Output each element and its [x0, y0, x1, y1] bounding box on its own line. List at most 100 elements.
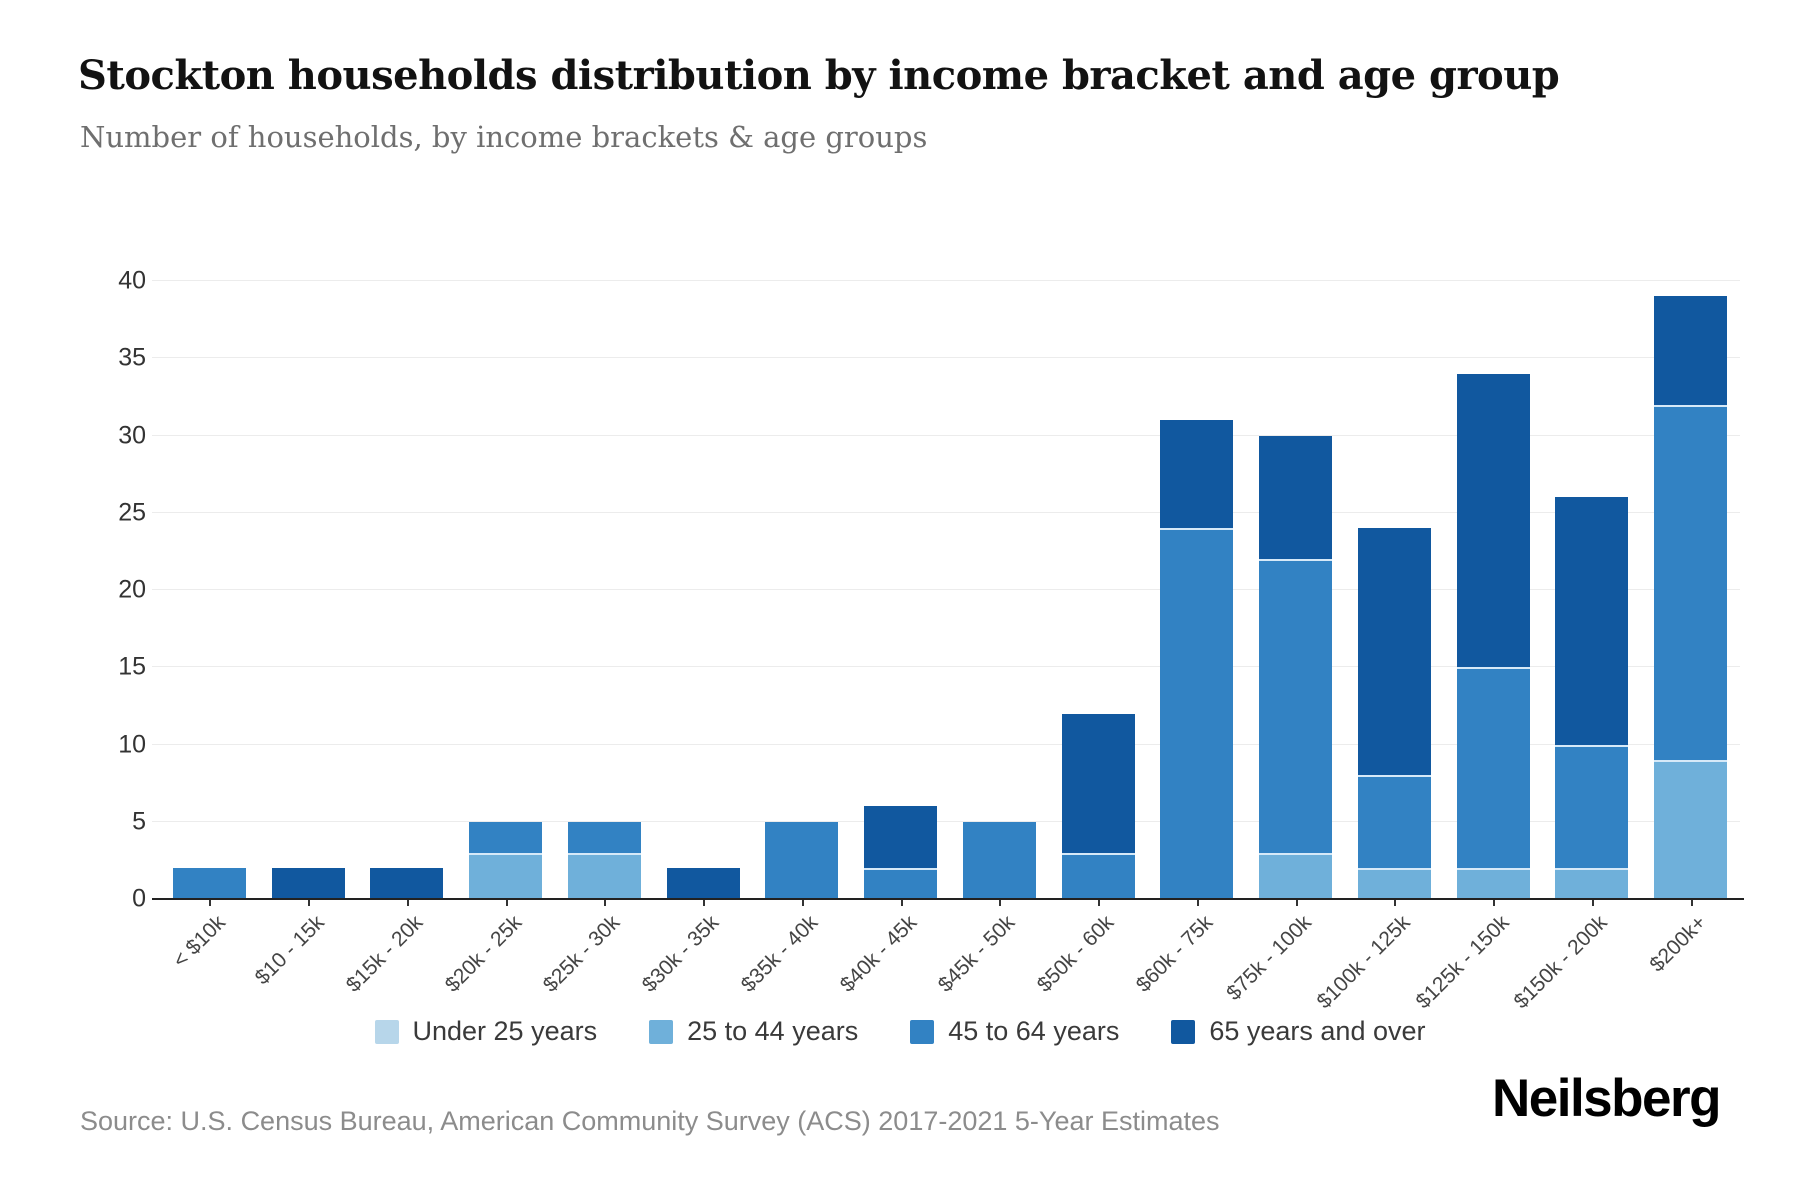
bar-segment[interactable] [1259, 559, 1333, 853]
stacked-bar[interactable] [962, 821, 1036, 899]
bar-slot-11: $60k - 75k [1132, 281, 1247, 997]
bar-segment[interactable] [1061, 852, 1135, 899]
bar-segment[interactable] [567, 821, 641, 853]
bar-segment[interactable] [172, 868, 246, 899]
x-tick [900, 899, 903, 906]
stacked-bar[interactable] [864, 806, 938, 899]
legend-item[interactable]: 25 to 44 years [649, 1016, 858, 1047]
gridline-20 [152, 589, 1740, 590]
brand-logo: Neilsberg [1491, 1069, 1722, 1128]
bar-segment[interactable] [271, 868, 345, 899]
stacked-bar[interactable] [567, 821, 641, 899]
stacked-bar[interactable] [469, 821, 543, 899]
bar-segment[interactable] [1160, 528, 1234, 899]
legend-item[interactable]: 45 to 64 years [910, 1016, 1119, 1047]
stacked-bar[interactable] [1456, 373, 1530, 899]
bar-segment[interactable] [765, 821, 839, 899]
bar-segment[interactable] [1456, 373, 1530, 668]
bar-segment[interactable] [1654, 296, 1728, 405]
bar-segment[interactable] [1160, 420, 1234, 529]
bar-segment[interactable] [1357, 775, 1431, 869]
x-tick [1394, 899, 1397, 906]
bar-segment[interactable] [666, 868, 740, 899]
y-tick-label-40: 40 [118, 266, 146, 295]
bar-segment[interactable] [1654, 404, 1728, 760]
bar-segment[interactable] [864, 868, 938, 899]
bar-slot-6: $30k - 35k [638, 281, 753, 997]
bar-segment[interactable] [962, 821, 1036, 899]
stacked-bar[interactable] [1061, 713, 1135, 899]
bar-segment[interactable] [1555, 497, 1629, 745]
bar-segment[interactable] [1357, 528, 1431, 776]
bar-segment[interactable] [1259, 435, 1333, 560]
bar-slot-8: $40k - 45k [835, 281, 950, 997]
x-tick-label: $60k - 75k [1131, 911, 1218, 997]
plot-area: < $10k $10 - 15k $15k - 20k $20k - 25k $25k … [152, 280, 1744, 1013]
stacked-bar[interactable] [666, 868, 740, 899]
gridline-10 [152, 743, 1740, 745]
stacked-bar[interactable] [1259, 435, 1333, 900]
x-tick [1098, 899, 1101, 906]
gridline-30 [152, 434, 1740, 436]
bar-slot-12: $75k - 100k [1222, 281, 1345, 1005]
y-tick-label-30: 30 [118, 421, 146, 449]
bar-segment[interactable] [567, 852, 641, 899]
x-tick-label: $50k - 60k [1032, 911, 1119, 997]
x-axis-line [152, 898, 1744, 900]
chart-title: Stockton households distribution by inco… [78, 52, 1560, 99]
x-tick-label: $150k - 200k [1510, 911, 1613, 1014]
x-tick [406, 899, 409, 906]
legend-label: 25 to 44 years [687, 1016, 859, 1046]
bar-slot-10: $50k - 60k [1033, 281, 1148, 997]
gridline-25 [152, 511, 1740, 513]
bar-segment[interactable] [469, 852, 543, 899]
stacked-bar[interactable] [1654, 296, 1728, 899]
legend-swatch-icon [374, 1019, 399, 1044]
stacked-bar[interactable] [1160, 420, 1234, 899]
y-tick-label-0: 0 [132, 884, 146, 913]
source-note: Source: U.S. Census Bureau, American Com… [80, 1106, 1220, 1136]
x-tick [604, 899, 607, 906]
x-tick-label: $20k - 25k [440, 911, 526, 997]
bar-segment[interactable] [1357, 868, 1431, 899]
legend-swatch-icon [649, 1019, 674, 1044]
legend-label: 45 to 64 years [948, 1016, 1120, 1046]
legend-item[interactable]: 65 years and over [1171, 1016, 1426, 1047]
bar-slot-4: $20k - 25k [440, 281, 555, 997]
y-tick-label-5: 5 [132, 807, 146, 836]
stacked-bar[interactable] [1357, 528, 1431, 899]
chart-subtitle: Number of households, by income brackets… [80, 120, 928, 154]
bar-slot-15: $150k - 200k [1510, 281, 1642, 1013]
x-tick-label: $40k - 45k [835, 911, 921, 997]
legend-swatch-icon [1171, 1019, 1196, 1044]
stacked-bar[interactable] [271, 868, 345, 899]
bar-segment[interactable] [1555, 744, 1629, 869]
legend-label: 65 years and over [1209, 1016, 1426, 1046]
x-tick-label: $100k - 125k [1312, 911, 1415, 1014]
bar-segment[interactable] [1061, 713, 1135, 853]
x-tick-label: $35k - 40k [736, 911, 823, 997]
bar-segment[interactable] [1555, 868, 1629, 899]
bar-segment[interactable] [1259, 852, 1333, 899]
bar-segment[interactable] [1456, 667, 1530, 869]
stacked-bar[interactable] [765, 821, 839, 899]
x-tick [703, 899, 706, 906]
x-tick [209, 899, 212, 906]
x-tick [1493, 899, 1496, 906]
bar-segment[interactable] [370, 868, 444, 899]
bar-slot-2: $10 - 15k [250, 281, 358, 989]
bar-segment[interactable] [1654, 759, 1728, 899]
x-tick-label: $10 - 15k [250, 911, 329, 990]
x-tick [801, 899, 804, 906]
bar-segment[interactable] [1456, 868, 1530, 899]
legend-item[interactable]: Under 25 years [374, 1016, 597, 1047]
bar-segment[interactable] [864, 806, 938, 869]
bar-slot-1: < $10k [160, 281, 259, 972]
x-tick-label: $75k - 100k [1222, 911, 1316, 1005]
x-tick [999, 899, 1002, 906]
stacked-bar[interactable] [1555, 497, 1629, 899]
y-tick-label-25: 25 [118, 498, 146, 527]
stacked-bar[interactable] [172, 868, 246, 899]
stacked-bar[interactable] [370, 868, 444, 899]
bar-segment[interactable] [469, 821, 543, 853]
